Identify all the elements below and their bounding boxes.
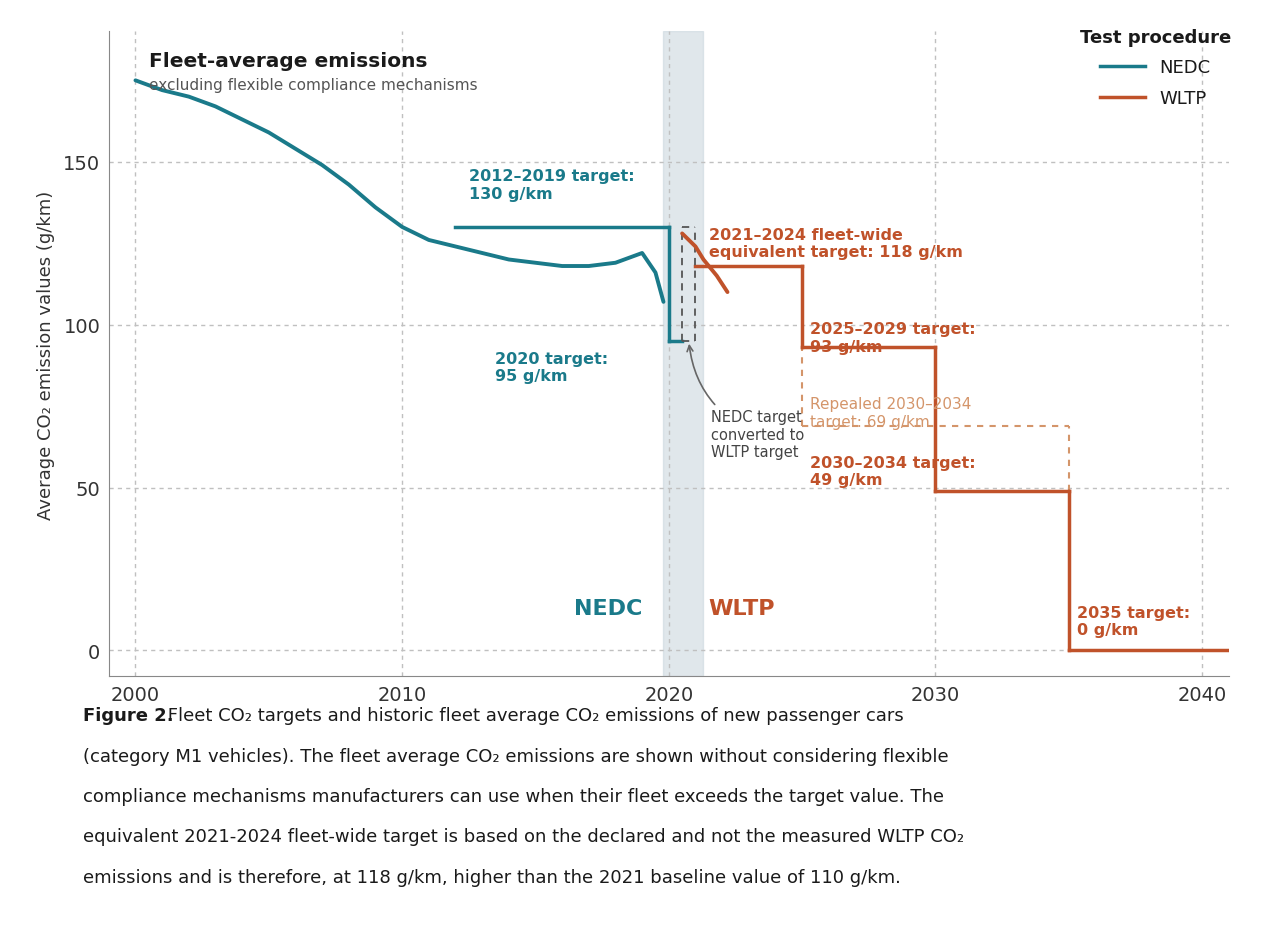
- Y-axis label: Average CO₂ emission values (g/km): Average CO₂ emission values (g/km): [37, 190, 55, 519]
- Text: (category M1 vehicles). The fleet average CO₂ emissions are shown without consid: (category M1 vehicles). The fleet averag…: [83, 747, 948, 765]
- Text: WLTP: WLTP: [709, 598, 776, 618]
- Text: 2012–2019 target:
130 g/km: 2012–2019 target: 130 g/km: [468, 170, 635, 202]
- Bar: [663, 32, 704, 677]
- Text: 2025–2029 target:
93 g/km: 2025–2029 target: 93 g/km: [810, 322, 975, 354]
- Text: emissions and is therefore, at 118 g/km, higher than the 2021 baseline value of : emissions and is therefore, at 118 g/km,…: [83, 868, 901, 885]
- Text: Repealed 2030–2034
target: 69 g/km: Repealed 2030–2034 target: 69 g/km: [810, 397, 972, 429]
- Text: Fleet-average emissions: Fleet-average emissions: [148, 52, 428, 71]
- Text: compliance mechanisms manufacturers can use when their fleet exceeds the target : compliance mechanisms manufacturers can …: [83, 787, 945, 805]
- Text: excluding flexible compliance mechanisms: excluding flexible compliance mechanisms: [148, 78, 477, 93]
- Text: NEDC: NEDC: [573, 598, 643, 618]
- Text: 2021–2024 fleet-wide
equivalent target: 118 g/km: 2021–2024 fleet-wide equivalent target: …: [709, 228, 963, 260]
- Text: 2035 target:
0 g/km: 2035 target: 0 g/km: [1076, 605, 1190, 638]
- Text: 2020 target:
95 g/km: 2020 target: 95 g/km: [495, 351, 608, 384]
- Text: Figure 2.: Figure 2.: [83, 706, 174, 724]
- Text: 2030–2034 target:
49 g/km: 2030–2034 target: 49 g/km: [810, 455, 975, 488]
- Legend: NEDC, WLTP: NEDC, WLTP: [1080, 29, 1231, 108]
- Text: Fleet CO₂ targets and historic fleet average CO₂ emissions of new passenger cars: Fleet CO₂ targets and historic fleet ave…: [163, 706, 904, 724]
- Text: NEDC target
converted to
WLTP target: NEDC target converted to WLTP target: [687, 346, 805, 460]
- Text: equivalent 2021-2024 fleet-wide target is based on the declared and not the meas: equivalent 2021-2024 fleet-wide target i…: [83, 827, 964, 845]
